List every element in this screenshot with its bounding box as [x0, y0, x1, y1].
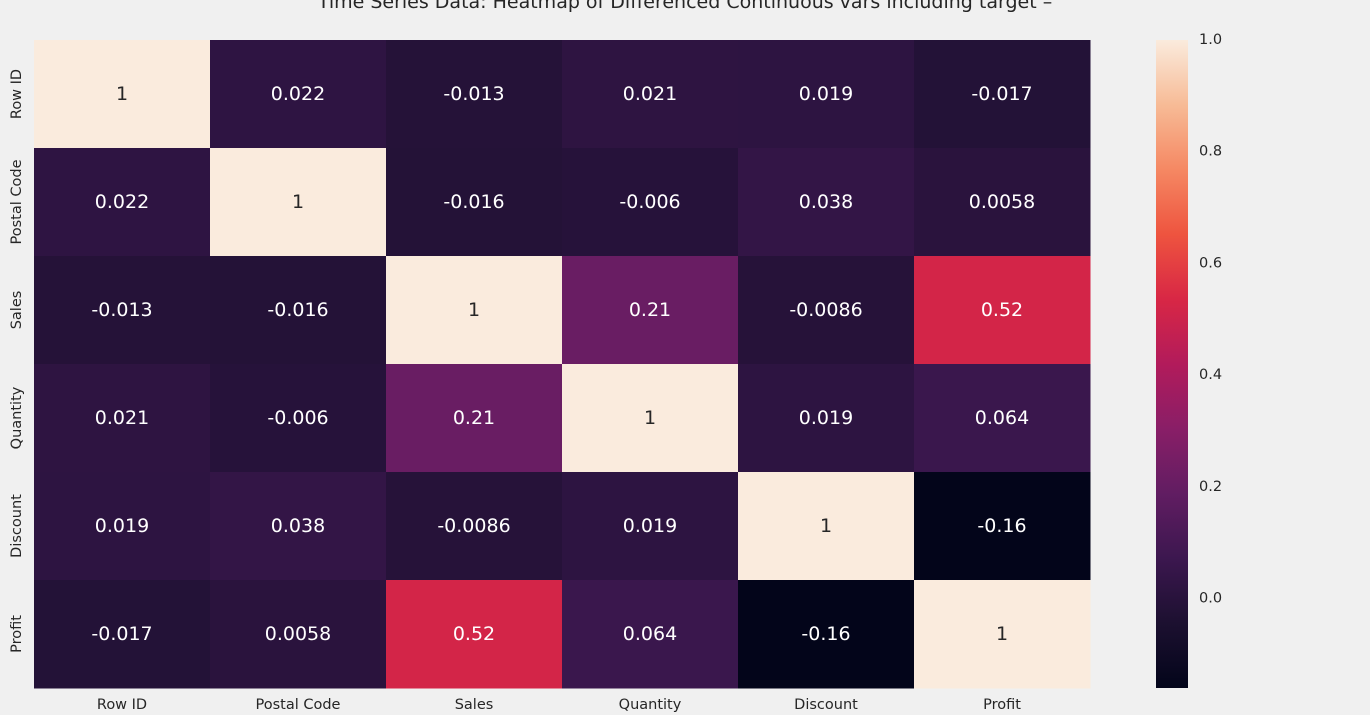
cell-value-label: -0.013 [443, 83, 504, 105]
cell-value-label: 0.019 [799, 83, 853, 105]
y-axis-tick-labels: Row ID Postal Code Sales Quantity Discount Pr… [9, 69, 25, 653]
heatmap-cell [34, 580, 211, 689]
heatmap-cell [386, 256, 563, 365]
cell-value-label: 1 [292, 191, 304, 213]
heatmap-cell [562, 364, 739, 473]
x-tick-label: Sales [455, 697, 494, 713]
heatmap-cell [210, 256, 387, 365]
cell-value-label: -0.017 [971, 83, 1032, 105]
heatmap-cell [210, 148, 387, 257]
heatmap-cell [386, 364, 563, 473]
heatmap-cell [738, 256, 915, 365]
y-tick-label: Discount [9, 494, 25, 558]
y-tick-label: Quantity [9, 386, 25, 449]
x-tick-label: Profit [983, 697, 1021, 713]
cell-value-label: 0.022 [95, 191, 149, 213]
cell-value-label: 0.0058 [265, 623, 331, 645]
heatmap-cell [34, 364, 211, 473]
heatmap-cell [210, 472, 387, 581]
y-tick-label: Row ID [9, 69, 25, 119]
cell-value-label: 0.21 [453, 407, 495, 429]
heatmap-cell [914, 256, 1091, 365]
cell-value-label: 0.038 [271, 515, 325, 537]
cell-value-label: 0.021 [95, 407, 149, 429]
colorbar-gradient [1156, 40, 1188, 688]
cell-value-label: -0.16 [801, 623, 850, 645]
cell-value-label: 1 [116, 83, 128, 105]
heatmap-cell [34, 472, 211, 581]
cell-value-label: 0.21 [629, 299, 671, 321]
cell-value-label: -0.006 [267, 407, 328, 429]
colorbar-tick-label: 0.0 [1199, 591, 1222, 607]
cell-value-label: 1 [644, 407, 656, 429]
colorbar: 0.0 0.2 0.4 0.6 0.8 1.0 [1156, 32, 1222, 688]
x-tick-label: Row ID [97, 697, 147, 713]
heatmap-cell [34, 40, 211, 149]
cell-value-label: 1 [996, 623, 1008, 645]
heatmap-cell [738, 364, 915, 473]
heatmap-cell [738, 472, 915, 581]
colorbar-tick-label: 0.2 [1199, 479, 1222, 495]
heatmap-cell [34, 148, 211, 257]
y-tick-label: Profit [9, 615, 25, 653]
cell-value-label: -0.016 [443, 191, 504, 213]
heatmap-cell [210, 40, 387, 149]
cell-value-label: -0.016 [267, 299, 328, 321]
heatmap-cell [914, 40, 1091, 149]
cell-value-label: -0.0086 [789, 299, 862, 321]
cell-value-label: -0.006 [619, 191, 680, 213]
x-tick-label: Quantity [619, 697, 682, 713]
colorbar-tick-label: 0.8 [1199, 144, 1222, 160]
cell-value-label: 0.019 [799, 407, 853, 429]
cell-value-label: 0.022 [271, 83, 325, 105]
cell-value-label: 0.064 [975, 407, 1029, 429]
heatmap-cell [738, 40, 915, 149]
heatmap-cell [386, 580, 563, 689]
heatmap-cell [562, 148, 739, 257]
cell-value-label: 1 [820, 515, 832, 537]
cell-value-label: 0.064 [623, 623, 677, 645]
cell-value-label: 1 [468, 299, 480, 321]
colorbar-tick-label: 1.0 [1199, 32, 1222, 48]
cell-value-label: -0.0086 [437, 515, 510, 537]
heatmap-cell [34, 256, 211, 365]
cell-value-label: 0.019 [95, 515, 149, 537]
heatmap-cell [738, 148, 915, 257]
heatmap-cell [210, 364, 387, 473]
cell-value-label: -0.16 [977, 515, 1026, 537]
heatmap-cell [562, 580, 739, 689]
cell-value-label: -0.017 [91, 623, 152, 645]
cell-value-label: 0.52 [981, 299, 1023, 321]
heatmap-cell [210, 580, 387, 689]
heatmap-cell [386, 40, 563, 149]
heatmap-cell [914, 472, 1091, 581]
cell-value-label: 0.021 [623, 83, 677, 105]
x-tick-label: Postal Code [256, 697, 341, 713]
colorbar-tick-label: 0.4 [1199, 367, 1222, 383]
heatmap-cell [562, 40, 739, 149]
chart-title: Time Series Data: Heatmap of Differenced… [317, 0, 1052, 13]
x-tick-label: Discount [794, 697, 858, 713]
y-tick-label: Sales [9, 291, 25, 330]
cell-value-label: -0.013 [91, 299, 152, 321]
cell-value-label: 0.019 [623, 515, 677, 537]
heatmap-cell [914, 580, 1091, 689]
heatmap-cell [738, 580, 915, 689]
heatmap-cell-labels: 1 0.022 -0.013 0.021 0.019 -0.017 0.022 1 -0.016… [91, 83, 1035, 645]
heatmap-cell [562, 472, 739, 581]
y-tick-label: Postal Code [9, 159, 25, 244]
heatmap-cell [562, 256, 739, 365]
x-axis-tick-labels: Row ID Postal Code Sales Quantity Discount Pr… [97, 697, 1021, 713]
heatmap-cell [386, 148, 563, 257]
heatmap-cell [914, 364, 1091, 473]
cell-value-label: 0.52 [453, 623, 495, 645]
heatmap-cell [914, 148, 1091, 257]
cell-value-label: 0.038 [799, 191, 853, 213]
heatmap-cells [34, 40, 1091, 689]
colorbar-tick-label: 0.6 [1199, 255, 1222, 271]
heatmap-cell [386, 472, 563, 581]
cell-value-label: 0.0058 [969, 191, 1035, 213]
